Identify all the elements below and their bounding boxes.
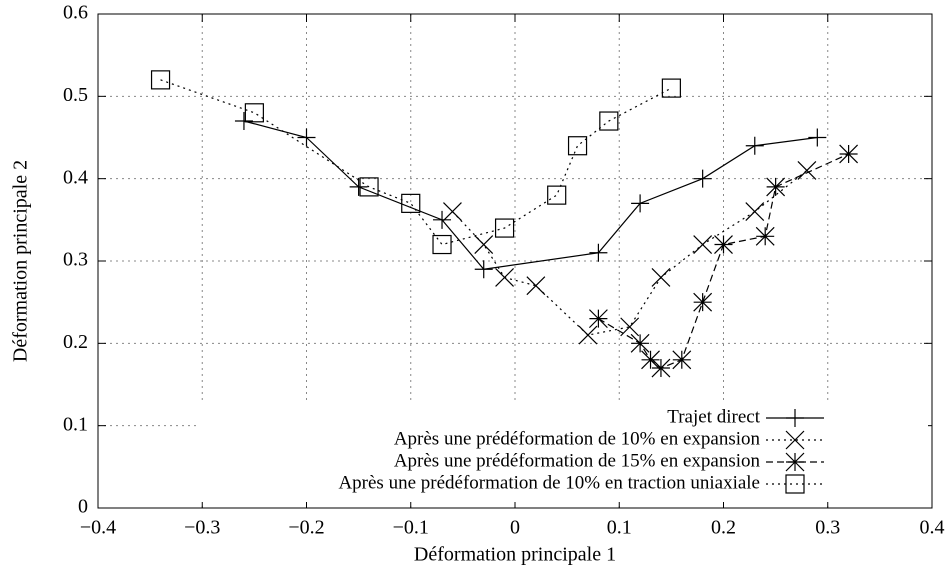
legend-marker <box>785 430 805 450</box>
legend-label: Après une prédéformation de 10% en expan… <box>394 428 761 449</box>
x-tick-label: 0.2 <box>711 517 736 539</box>
marker <box>745 136 764 155</box>
x-tick-label: −0.2 <box>288 517 324 539</box>
marker <box>766 177 786 197</box>
y-tick-label: 0 <box>78 496 88 518</box>
marker <box>234 112 253 131</box>
marker <box>839 144 859 164</box>
x-tick-label: 0.1 <box>607 517 632 539</box>
marker <box>620 317 640 337</box>
marker <box>474 235 494 254</box>
series-line <box>598 153 849 369</box>
marker <box>714 235 733 254</box>
legend-marker <box>785 452 805 472</box>
marker <box>588 309 608 329</box>
y-tick-label: 0.4 <box>63 166 88 188</box>
marker <box>797 161 817 180</box>
marker <box>599 111 619 131</box>
marker <box>495 268 514 287</box>
marker <box>661 78 681 98</box>
marker <box>745 202 765 222</box>
x-tick-label: 0 <box>510 517 520 539</box>
marker <box>432 234 452 255</box>
marker <box>651 358 671 378</box>
marker <box>547 185 567 205</box>
x-axis-title: Déformation principale 1 <box>414 544 616 566</box>
marker <box>494 218 515 238</box>
series-line <box>452 169 808 336</box>
marker <box>672 350 692 370</box>
marker <box>693 292 713 312</box>
series-line <box>160 79 672 246</box>
legend-marker <box>785 474 805 494</box>
y-tick-label: 0.5 <box>63 84 88 106</box>
x-tick-label: 0.4 <box>920 517 945 539</box>
marker <box>630 333 650 353</box>
legend-box <box>200 404 928 502</box>
y-axis-title: Déformation principale 2 <box>10 160 32 362</box>
legend-marker <box>786 409 804 427</box>
marker <box>349 177 368 196</box>
marker <box>567 136 588 156</box>
y-tick-label: 0.3 <box>63 249 88 271</box>
marker <box>474 260 493 279</box>
y-tick-label: 0.1 <box>63 413 88 435</box>
marker <box>755 226 775 246</box>
x-tick-label: −0.4 <box>80 517 116 539</box>
plot-frame <box>97 13 933 509</box>
y-tick-label: 0.6 <box>63 2 88 24</box>
marker <box>401 193 421 213</box>
marker <box>150 70 171 90</box>
x-tick-label: −0.3 <box>184 517 220 539</box>
legend-label: Après une prédéformation de 15% en expan… <box>394 450 761 471</box>
marker <box>631 194 650 213</box>
marker <box>359 177 379 197</box>
marker <box>578 325 598 345</box>
marker <box>651 268 671 287</box>
marker <box>589 243 608 262</box>
legend-label: Trajet direct <box>667 406 760 427</box>
marker <box>693 235 713 254</box>
x-tick-label: 0.3 <box>815 517 840 539</box>
legend-label: Après une prédéformation de 10% en tract… <box>338 472 760 493</box>
marker <box>641 350 660 370</box>
marker <box>693 169 712 188</box>
marker <box>526 276 546 296</box>
marker <box>297 128 316 147</box>
series-line <box>243 120 818 270</box>
marker <box>244 103 264 123</box>
marker <box>808 128 827 147</box>
y-tick-label: 0.2 <box>63 331 88 353</box>
marker <box>433 210 452 229</box>
x-tick-label: −0.1 <box>393 517 429 539</box>
marker <box>443 202 462 222</box>
